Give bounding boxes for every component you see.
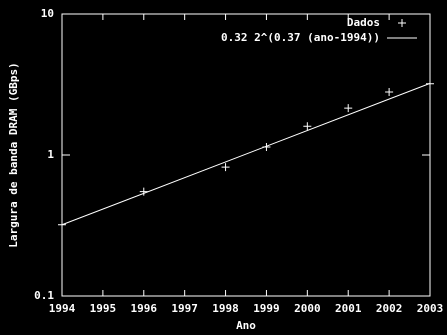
x-tick-label: 2002 — [376, 302, 403, 315]
data-point — [385, 87, 394, 96]
x-tick-label: 2000 — [294, 302, 321, 315]
x-tick-label: 1999 — [253, 302, 280, 315]
y-tick-label: 0.1 — [34, 289, 54, 302]
data-point — [221, 163, 230, 172]
data-point — [58, 220, 66, 229]
x-tick-label: 1994 — [49, 302, 76, 315]
fit-line — [61, 82, 431, 226]
x-tick-label: 2001 — [335, 302, 362, 315]
data-point — [139, 187, 148, 196]
x-tick-label: 2003 — [417, 302, 444, 315]
y-tick-label: 10 — [41, 7, 54, 20]
legend-label: Dados — [347, 16, 380, 29]
legend-label: 0.32 2^(0.37 (ano-1994)) — [221, 31, 380, 44]
x-tick-label: 1995 — [90, 302, 117, 315]
x-tick-label: 1996 — [131, 302, 158, 315]
data-point — [303, 122, 312, 131]
data-point — [344, 104, 353, 113]
legend-marker — [398, 19, 406, 27]
y-tick-label: 1 — [47, 148, 54, 161]
y-axis-label: Largura de banda DRAM (GBps) — [7, 62, 20, 247]
x-tick-label: 1998 — [212, 302, 239, 315]
x-axis-label: Ano — [236, 319, 256, 332]
x-tick-label: 1997 — [171, 302, 198, 315]
